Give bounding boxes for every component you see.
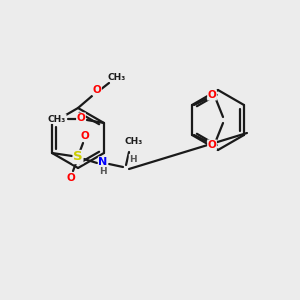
Text: H: H [99, 167, 107, 176]
Text: S: S [73, 151, 83, 164]
Text: O: O [93, 85, 101, 95]
Text: O: O [208, 140, 216, 150]
Text: O: O [208, 90, 216, 100]
Text: CH₃: CH₃ [48, 115, 66, 124]
Text: N: N [98, 157, 108, 167]
Text: CH₃: CH₃ [125, 136, 143, 146]
Text: H: H [129, 154, 137, 164]
Text: O: O [76, 113, 85, 123]
Text: O: O [81, 131, 89, 141]
Text: O: O [67, 173, 75, 183]
Text: CH₃: CH₃ [108, 73, 126, 82]
